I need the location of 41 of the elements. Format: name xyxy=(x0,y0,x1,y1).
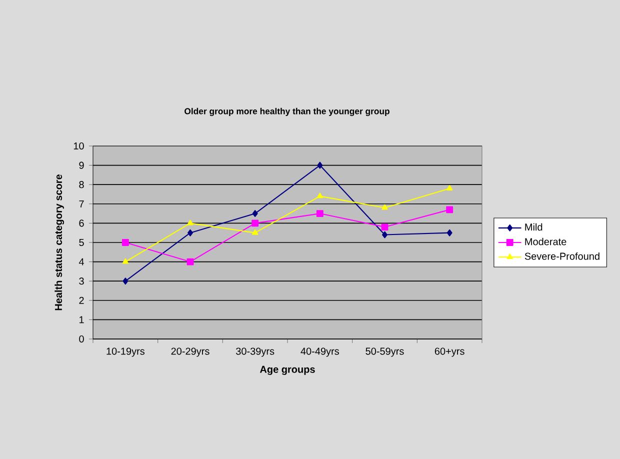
y-tick-label: 8 xyxy=(79,181,84,188)
point xyxy=(381,224,388,231)
x-tick-label: 20-29yrs xyxy=(171,348,210,357)
y-tick-label: 4 xyxy=(78,258,84,266)
point xyxy=(187,220,194,226)
point xyxy=(316,192,323,198)
y-tick-label: 5 xyxy=(79,239,84,246)
y-tick-label: 1 xyxy=(79,316,84,324)
x-tick-label: 40-49yrs xyxy=(300,348,340,357)
point xyxy=(252,220,259,227)
y-tick-label: 10 xyxy=(74,142,84,150)
legend-label: Moderate xyxy=(525,238,566,246)
point xyxy=(122,278,128,285)
point xyxy=(317,162,323,169)
y-axis-title: Health status category score xyxy=(54,174,64,310)
legend-label: Mild xyxy=(525,223,542,231)
x-tick-label: 60+yrs xyxy=(434,348,464,357)
y-tick-label: 9 xyxy=(79,162,84,169)
point xyxy=(446,206,454,214)
y-tick-label: 0 xyxy=(79,335,84,343)
point xyxy=(446,229,452,236)
point xyxy=(186,258,194,266)
y-tick-label: 2 xyxy=(79,296,84,304)
point xyxy=(252,210,258,218)
point xyxy=(252,229,258,235)
point xyxy=(122,239,129,246)
point xyxy=(316,210,324,218)
point xyxy=(382,204,388,210)
y-tick-label: 6 xyxy=(79,220,84,227)
y-tick-label: 3 xyxy=(79,278,84,285)
chart-title: Older group more healthy than the younger group xyxy=(184,108,390,116)
y-tick-label: 7 xyxy=(79,200,84,208)
x-tick-label: 30-39yrs xyxy=(236,348,274,357)
x-axis-title: Age groups xyxy=(260,366,315,375)
point xyxy=(446,184,453,190)
x-tick-label: 50-59yrs xyxy=(366,348,404,357)
x-tick-label: 10-19yrs xyxy=(106,348,145,357)
legend-label: Severe-Profound xyxy=(524,252,600,260)
point xyxy=(382,231,388,238)
point xyxy=(122,258,128,264)
point xyxy=(188,229,193,236)
